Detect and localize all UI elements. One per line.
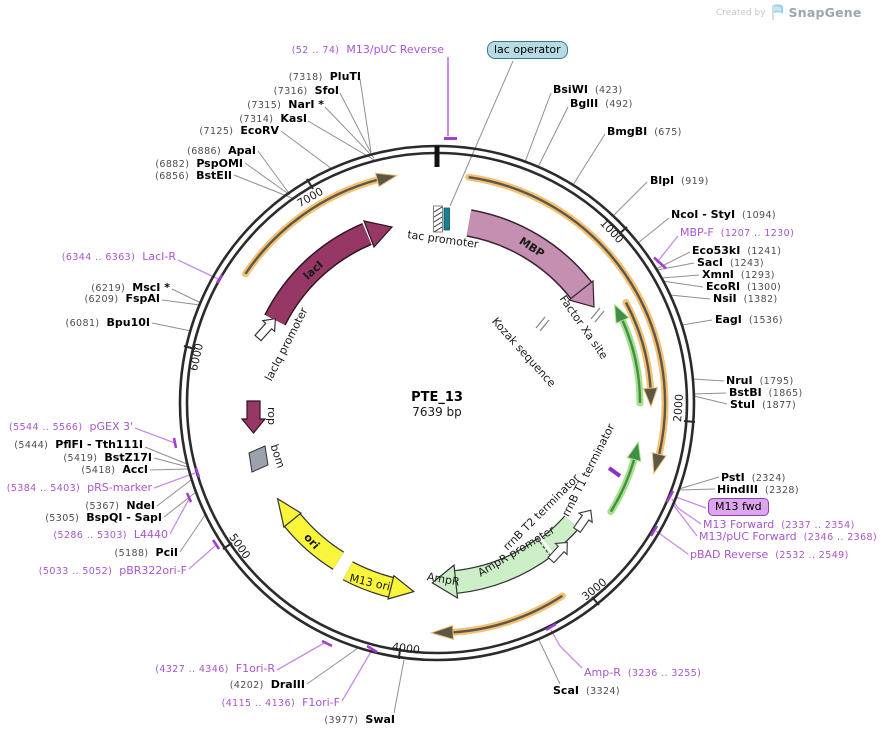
site-label-bstbi[interactable]: BstBI (1865) [729, 386, 803, 399]
backbone: 1000 2000 3000 4000 5000 6000 7000 [178, 144, 696, 662]
feature-rop[interactable]: rop [240, 400, 278, 434]
site-label-pcii[interactable]: (5188) PciI [114, 546, 178, 559]
site-label-ecorv[interactable]: (7125) EcoRV [199, 124, 279, 137]
site-label-stui[interactable]: StuI (1877) [730, 398, 797, 411]
site-label-apai[interactable]: (6886) ApaI [187, 144, 256, 157]
orf-arc-right-long[interactable] [465, 173, 669, 475]
site-label-bstz17i[interactable]: (5419) BstZ17I [63, 451, 152, 464]
scale-label-6000: 6000 [187, 342, 206, 372]
primer-label-amp-r[interactable]: Amp-R (3236 .. 3255) [584, 666, 702, 679]
lac-operator-bar-icon [443, 207, 450, 231]
site-label-bmgbi[interactable]: BmgBI (675) [607, 125, 682, 138]
orf-arc-green-lower[interactable] [607, 440, 642, 516]
orf-arc-topleft[interactable] [242, 172, 399, 278]
bom-shape-icon [248, 445, 269, 473]
snapgene-watermark: Created by SnapGene [716, 4, 862, 21]
feature-laci[interactable]: lacI [264, 220, 394, 326]
feature-m13-ori[interactable]: M13 ori [342, 561, 416, 600]
scale-label-2000: 2000 [671, 394, 686, 423]
primer-label-prs-marker[interactable]: (5384 .. 5403) pRS-marker [6, 481, 152, 494]
terminator-arrow-icon [547, 541, 568, 564]
feature-mbp[interactable]: MBP [466, 209, 595, 308]
orf-arcs-orange[interactable] [242, 172, 669, 641]
site-label-bsteii[interactable]: (6856) BstEII [155, 169, 232, 182]
site-label-fspai[interactable]: (6209) FspAI [84, 292, 160, 305]
primer-label-pbad-reverse[interactable]: pBAD Reverse (2532 .. 2549) [690, 548, 849, 561]
primer-label-pgex-3[interactable]: (5544 .. 5566) pGEX 3' [9, 420, 133, 433]
feature-bom[interactable]: bom [248, 443, 288, 473]
plasmid-length: 7639 bp [412, 405, 462, 419]
primer-label-laci-r[interactable]: (6344 .. 6363) LacI-R [61, 250, 176, 263]
site-label-xmni[interactable]: XmnI (1293) [702, 268, 775, 281]
site-label-nari[interactable]: (7315) NarI * [247, 98, 324, 111]
site-label-psti[interactable]: PstI (2324) [721, 471, 786, 484]
site-label-bglii[interactable]: BglII (492) [570, 97, 633, 110]
feature-ampr[interactable]: AmpR [426, 537, 553, 600]
site-label-hindiii[interactable]: HindIII (2328) [717, 483, 799, 496]
plasmid-title: PTE_13 7639 bp [352, 390, 522, 419]
feature-label-kozak: Kozak sequence [489, 315, 558, 390]
lac-operator-badge[interactable]: lac operator [487, 41, 568, 59]
primer-label-m13puc-reverse[interactable]: (52 .. 74) M13/pUC Reverse [292, 43, 444, 57]
site-label-pspomi[interactable]: (6882) PspOMI [155, 157, 243, 170]
site-label-nsii[interactable]: NsiI (1382) [713, 292, 778, 305]
primer-label-l4440[interactable]: (5286 .. 5303) L4440 [53, 528, 168, 541]
orf-arc-bottom[interactable] [429, 592, 566, 641]
created-by-text: Created by [716, 7, 766, 18]
snapgene-logo-icon [771, 4, 783, 20]
feature-label-rop: rop [265, 407, 278, 425]
primer-name: M13/pUC Reverse [346, 43, 444, 56]
site-label-bspqi-sapi[interactable]: (5305) BspQI - SapI [45, 511, 162, 524]
site-label-pluti[interactable]: (7318) PluTI [288, 70, 361, 83]
plasmid-name: PTE_13 [411, 390, 463, 405]
laciq-promoter-arrow-icon [254, 317, 277, 342]
snapgene-brand-text: SnapGene [788, 5, 862, 20]
primer-label-m13puc-forward[interactable]: M13/pUC Forward (2346 .. 2368) [699, 530, 878, 543]
site-label-pflfi-tth111i[interactable]: (5444) PflFI - Tth111I [14, 438, 143, 451]
scale-label-4000: 4000 [391, 640, 421, 657]
orf-arc-green-upper[interactable] [613, 303, 644, 407]
m13-fwd-badge-label: M13 fwd [715, 500, 762, 513]
site-label-sfoi[interactable]: (7316) SfoI [273, 84, 339, 97]
primer-map-ticks[interactable] [172, 137, 675, 654]
site-label-swai[interactable]: (3977) SwaI [324, 713, 395, 726]
site-label-kasi[interactable]: (7314) KasI [239, 112, 307, 125]
site-label-bpu10i[interactable]: (6081) Bpu10I [65, 316, 151, 329]
site-label-msci[interactable]: (6219) MscI * [91, 281, 170, 294]
primer-label-pbr322ori-f[interactable]: (5033 .. 5052) pBR322ori-F [38, 564, 187, 577]
feature-label-bom: bom [268, 443, 288, 470]
site-label-draiii[interactable]: (4202) DraIII [229, 678, 305, 691]
feature-ori[interactable]: ori [276, 497, 345, 570]
site-label-ndei[interactable]: (5367) NdeI [85, 499, 155, 512]
primer-label-f1ori-f[interactable]: (4115 .. 4136) F1ori-F [221, 696, 340, 709]
primer-label-mbp-f[interactable]: MBP-F (1207 .. 1230) [680, 226, 795, 239]
orf-arcs-green[interactable] [607, 303, 644, 516]
orf-arc-right-inner[interactable] [622, 299, 659, 409]
site-label-eagi[interactable]: EagI (1536) [715, 313, 783, 326]
feature-label-ampr: AmpR [426, 570, 461, 589]
terminator-arrow-icon [572, 509, 593, 534]
site-label-blpi[interactable]: BlpI (919) [650, 174, 709, 187]
m13-fwd-badge[interactable]: M13 fwd [708, 498, 769, 516]
site-label-bsiwi[interactable]: BsiWI (423) [553, 83, 623, 96]
primer-label-f1ori-r[interactable]: (4327 .. 4346) F1ori-R [155, 662, 275, 675]
primer-pos: (52 .. 74) [291, 45, 340, 56]
site-label-saci[interactable]: SacI (1243) [697, 256, 764, 269]
rop-arrow-icon [240, 400, 267, 434]
site-label-nrui[interactable]: NruI (1795) [726, 374, 794, 387]
site-label-acci[interactable]: (5418) AccI [81, 463, 148, 476]
site-label-eco53ki[interactable]: Eco53kI (1241) [692, 244, 782, 257]
leader-lines [144, 60, 728, 714]
feature-kozak[interactable]: Kozak sequence [489, 315, 558, 390]
site-label-scai[interactable]: ScaI (3324) [553, 684, 620, 697]
site-label-ncoi-styi[interactable]: NcoI - StyI (1094) [671, 208, 777, 221]
lac-operator-badge-label: lac operator [494, 43, 561, 56]
site-label-ecori[interactable]: EcoRI (1300) [706, 280, 782, 293]
primer-label-m13-forward[interactable]: M13 Forward (2337 .. 2354) [703, 518, 855, 531]
